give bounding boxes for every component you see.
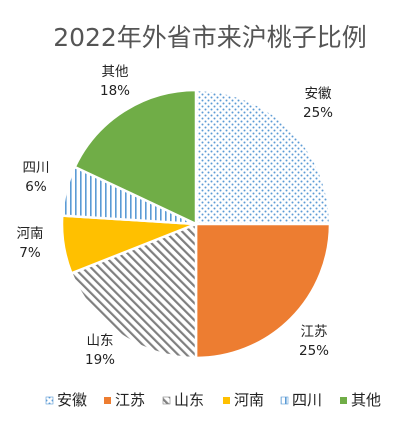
slice-label-percent: 25%	[303, 105, 333, 121]
slice-label-name: 河南	[17, 226, 44, 242]
slice-label-name: 江苏	[301, 324, 328, 340]
chart-title: 2022年外省市来沪桃子比例	[53, 23, 367, 52]
slice-label-percent: 19%	[85, 352, 115, 368]
slice-label-percent: 18%	[100, 83, 130, 99]
pie-slices	[60, 88, 332, 360]
legend-label: 河南	[234, 391, 264, 409]
slice-label-percent: 25%	[299, 343, 329, 359]
legend-label: 安徽	[57, 391, 87, 409]
slice-labels: 安徽 25% 江苏 25% 山东 19% 河南 7% 四川 6% 其他 18%	[17, 64, 334, 368]
legend-label: 江苏	[115, 391, 145, 409]
legend: 安徽 江苏 山东 河南 四川 其他	[45, 391, 381, 409]
pie-slice-2	[194, 222, 332, 360]
legend-label: 山东	[174, 391, 204, 409]
pie-slice-6	[73, 88, 198, 226]
slice-label-percent: 7%	[19, 245, 41, 261]
slice-label-name: 山东	[87, 333, 114, 349]
slice-label-percent: 6%	[25, 179, 47, 195]
legend-swatch	[223, 397, 230, 404]
legend-swatch	[162, 396, 171, 405]
legend-swatch	[340, 397, 347, 404]
pie-slice-3	[69, 222, 198, 360]
legend-label: 其他	[351, 391, 381, 409]
legend-swatch	[104, 397, 111, 404]
legend-swatch	[280, 396, 289, 405]
legend-swatch	[45, 396, 54, 405]
slice-label-name: 安徽	[305, 86, 332, 102]
slice-label-name: 四川	[23, 160, 50, 176]
legend-label: 四川	[292, 391, 322, 409]
pie-slice-1	[194, 88, 332, 226]
slice-label-name: 其他	[102, 64, 129, 80]
